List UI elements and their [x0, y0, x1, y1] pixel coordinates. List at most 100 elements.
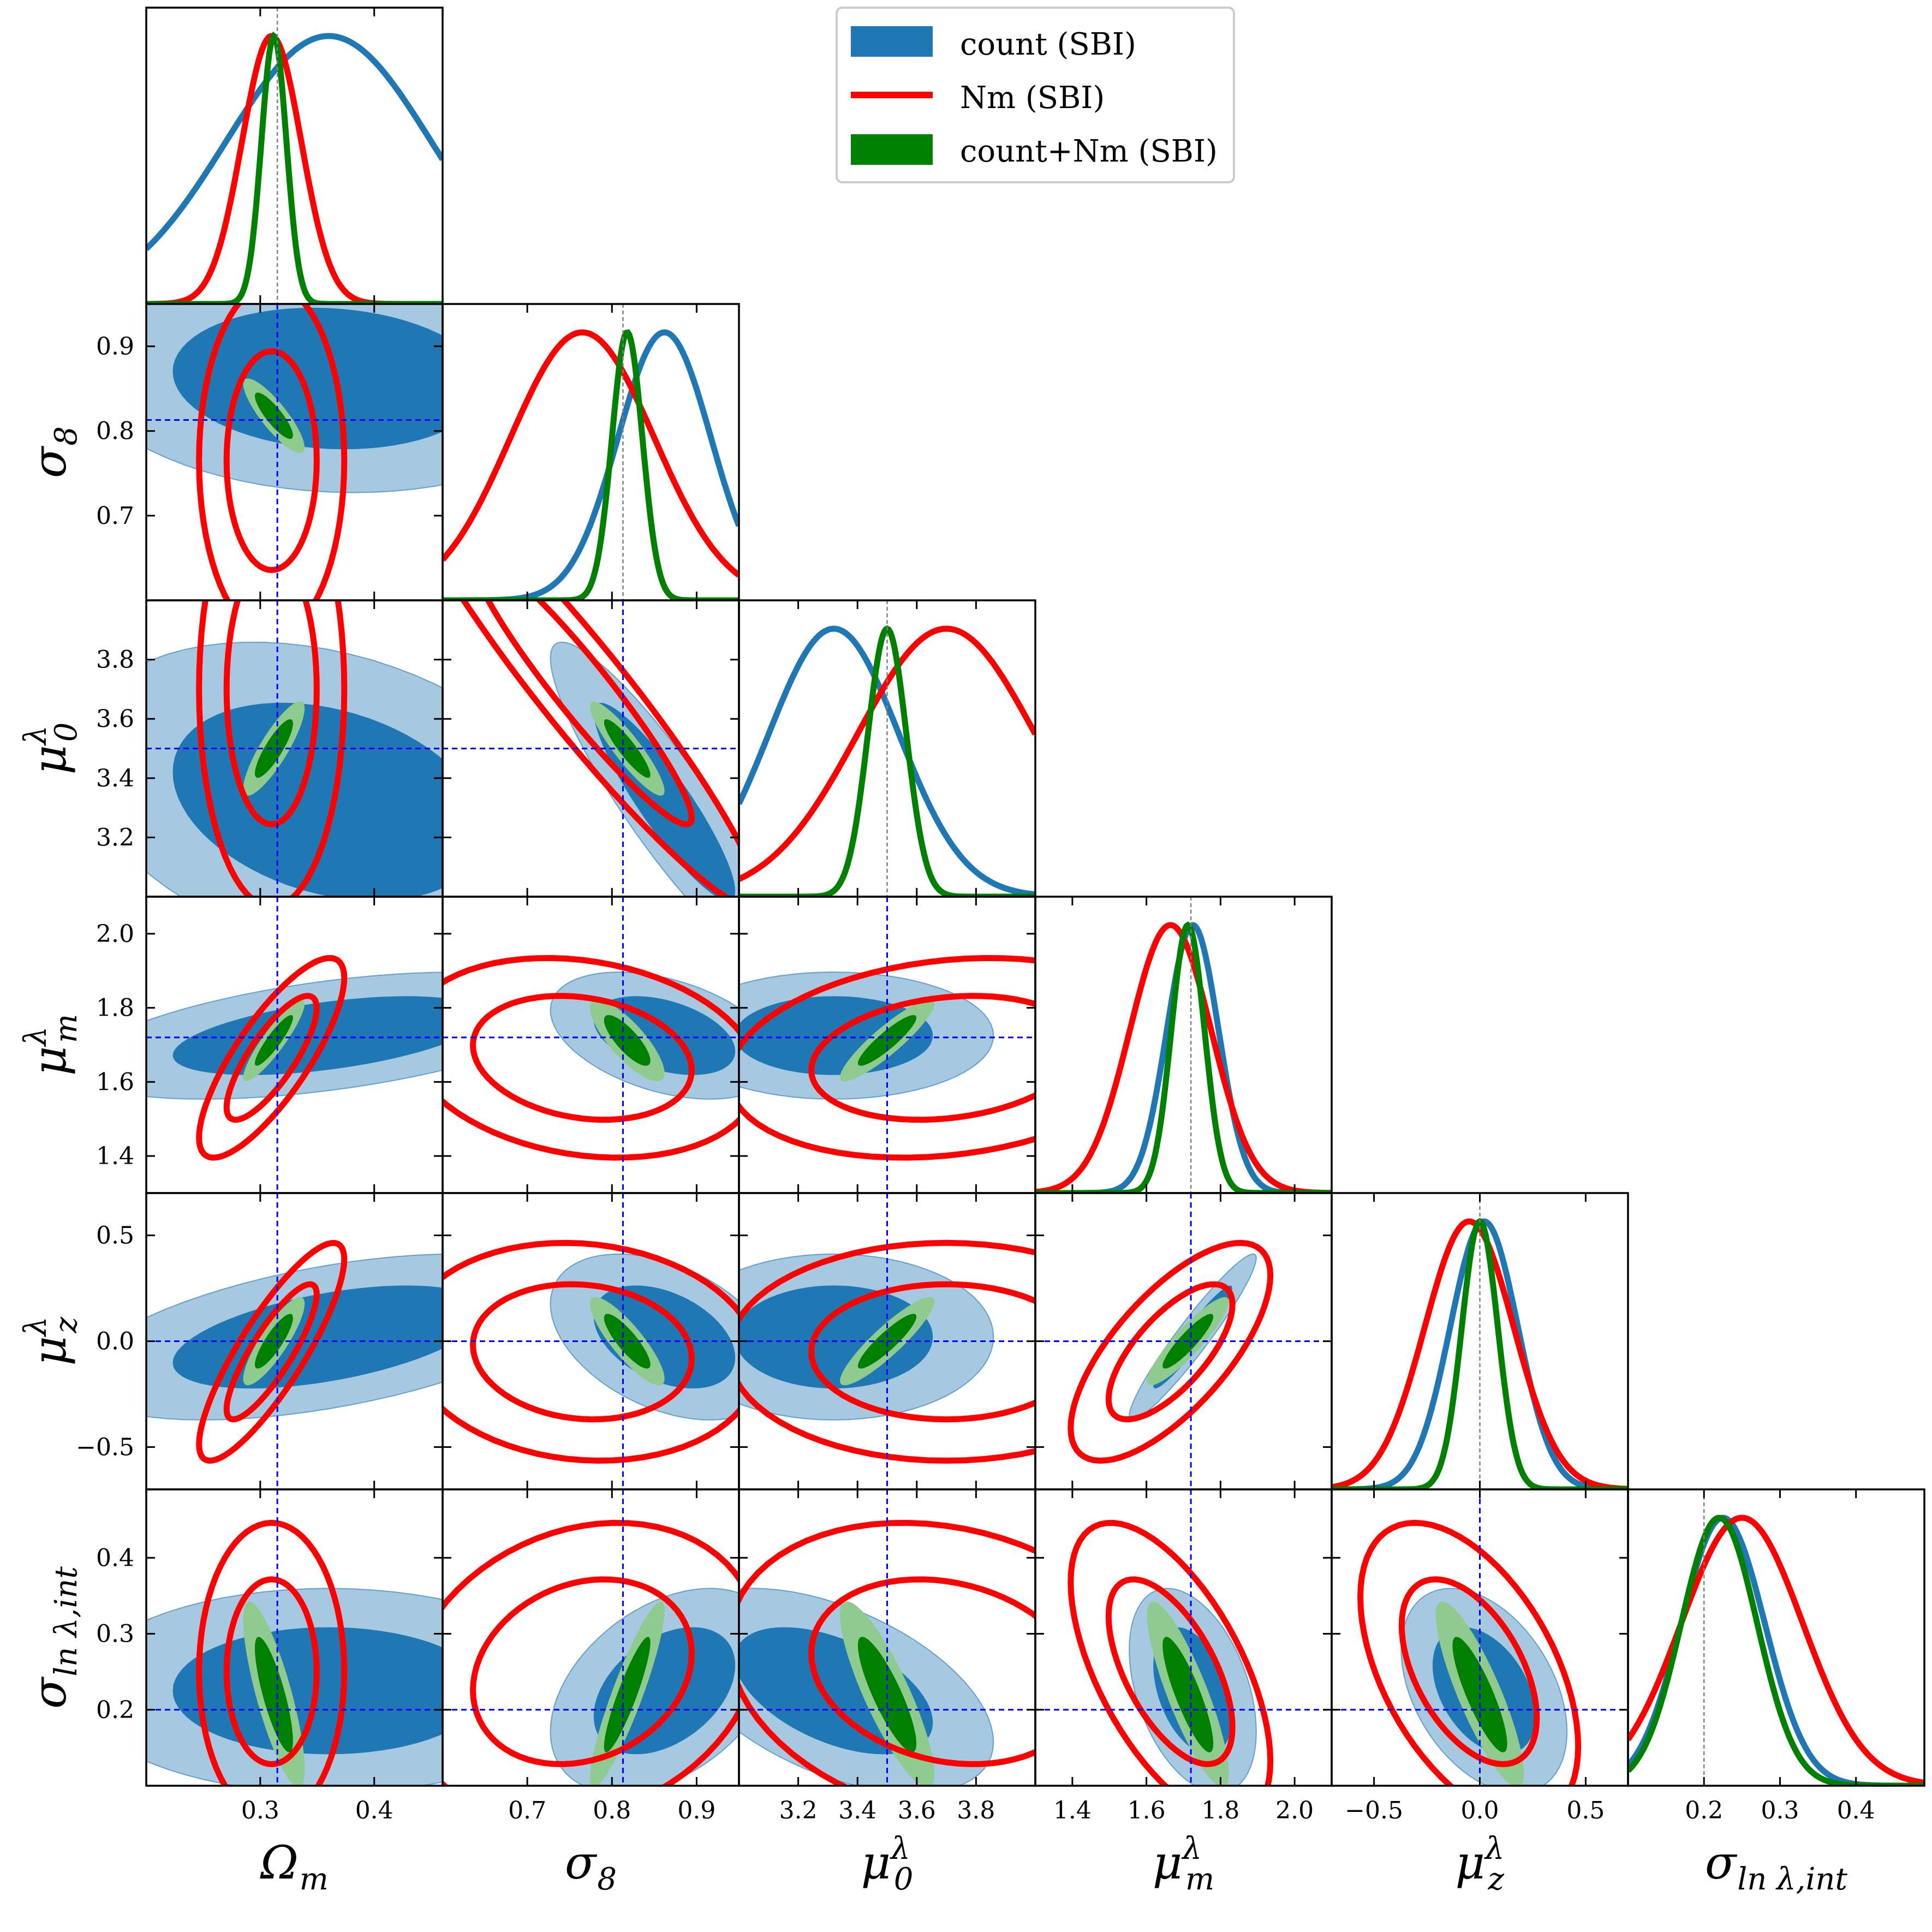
legend-label-count: count (SBI) — [960, 27, 1136, 62]
legend-frame — [836, 7, 1235, 183]
panel-content — [146, 304, 443, 600]
contour-count-68 — [172, 702, 443, 897]
panels-layer — [145, 7, 1925, 1787]
contour-nm-68 — [808, 1576, 1035, 1767]
contour-nm-68 — [469, 993, 695, 1123]
y-tick-label-mum: 1.6 — [96, 1068, 134, 1096]
panel-Om-vs-Om — [145, 7, 444, 305]
panel-muz-vs-s8 — [442, 1192, 740, 1490]
contour-nm-95 — [1068, 1519, 1274, 1786]
y-tick-label-s8: 0.9 — [96, 333, 134, 361]
panel-mum-vs-Om — [145, 896, 444, 1194]
panel-mum-vs-s8 — [442, 896, 740, 1194]
panel-content — [739, 897, 1035, 1193]
panel-sig-vs-muz — [1331, 1488, 1629, 1787]
contour-nm-95 — [443, 1239, 739, 1464]
panel-content — [146, 1193, 443, 1489]
panel-frame — [442, 303, 740, 601]
contour-nm-68 — [469, 1281, 695, 1423]
labels-layer: 0.7 0.8 0.9 3.2 3.4 3.6 3.8 1.4 1.6 1.8 2.0 −0.5 0.0… — [18, 333, 1875, 1897]
panel-sig-vs-mu0 — [738, 1488, 1036, 1787]
axis-label-sub: 0 — [894, 1862, 914, 1897]
contour-nm-95 — [1068, 1239, 1274, 1464]
y-tick-label-mum: 2.0 — [96, 920, 134, 948]
legend: count (SBI) Nm (SBI) count+Nm (SBI) — [836, 7, 1235, 183]
panel-mum-vs-mu0 — [738, 896, 1036, 1194]
panel-s8-vs-Om — [145, 303, 444, 601]
axis-label-sup: λ — [1181, 1831, 1202, 1867]
axis-label-sup: λ — [18, 725, 53, 746]
panel-content — [1332, 1193, 1628, 1489]
y-axis-label-mu0: μλ0 — [18, 723, 84, 775]
axis-label-symbol: σ — [23, 445, 76, 478]
contour-nm-68 — [808, 993, 1035, 1123]
x-tick-label-Om: 0.3 — [241, 1797, 279, 1824]
panel-content — [443, 600, 739, 897]
panel-content — [1332, 1489, 1628, 1786]
x-axis-label-Om: Ωm — [260, 1836, 329, 1897]
axis-label-symbol: μ — [1455, 1836, 1485, 1889]
y-tick-label-muz: −0.5 — [76, 1433, 134, 1461]
x-tick-label-muz: 0.5 — [1566, 1797, 1605, 1824]
panel-sig-vs-mum — [1034, 1488, 1333, 1787]
panel-sig-vs-sig — [1627, 1488, 1925, 1787]
axis-label-sub: z — [49, 1316, 84, 1333]
y-axis-label-sig: σln λ,int — [23, 1566, 84, 1709]
panel-content — [739, 600, 1035, 897]
panel-mu0-vs-s8 — [442, 599, 740, 898]
contour-nm-68 — [223, 600, 320, 828]
contour-count-68 — [172, 307, 443, 450]
contour-nm-95 — [196, 955, 348, 1161]
axis-label-symbol: σ — [1705, 1836, 1738, 1889]
x-axis-label-sig: σln λ,int — [1705, 1836, 1847, 1897]
x-tick-label-mu0: 3.8 — [957, 1797, 995, 1824]
x-tick-label-mu0: 3.2 — [779, 1797, 818, 1824]
y-tick-label-mu0: 3.6 — [96, 705, 134, 733]
x-tick-label-Om: 0.4 — [355, 1797, 393, 1824]
panel-frame — [1627, 1488, 1925, 1787]
pdf-count-s8 — [443, 329, 739, 600]
y-axis-label-s8: σ8 — [23, 426, 84, 478]
axis-label-sub: m — [1185, 1862, 1214, 1897]
contour-nm-68 — [808, 1281, 1035, 1423]
x-tick-label-s8: 0.8 — [593, 1797, 631, 1824]
y-tick-label-mu0: 3.2 — [96, 824, 134, 851]
panel-muz-vs-muz — [1331, 1192, 1629, 1490]
contour-combo-68 — [255, 1314, 293, 1369]
contour-combo-68 — [255, 719, 293, 778]
axis-label-sub: m — [300, 1862, 329, 1897]
contour-nm-95 — [443, 1519, 739, 1786]
x-tick-label-mu0: 3.4 — [838, 1797, 876, 1824]
y-tick-label-muz: 0.0 — [96, 1328, 134, 1356]
contour-combo-68 — [604, 1015, 651, 1066]
axis-label-sub: 8 — [597, 1862, 617, 1897]
panel-s8-vs-s8 — [442, 303, 740, 601]
legend-label-nm: Nm (SBI) — [960, 80, 1105, 116]
panel-content — [739, 1489, 1035, 1786]
axis-label-sub: z — [1488, 1862, 1505, 1897]
contour-combo-68 — [857, 1314, 917, 1369]
x-tick-label-mum: 2.0 — [1275, 1797, 1314, 1824]
axis-label-sup: λ — [890, 1831, 910, 1867]
y-tick-label-s8: 0.7 — [96, 502, 134, 530]
axis-label-symbol: μ — [23, 745, 76, 775]
y-tick-label-mum: 1.4 — [96, 1142, 134, 1170]
axis-label-symbol: μ — [1153, 1836, 1183, 1889]
contour-nm-95 — [196, 304, 348, 600]
pdf-nm-mum — [1035, 922, 1332, 1193]
legend-swatch-combo — [851, 134, 933, 165]
contour-nm-68 — [223, 348, 320, 574]
panel-sig-vs-Om — [145, 1488, 444, 1787]
contour-combo-68 — [604, 1314, 651, 1369]
legend-label-combo: count+Nm (SBI) — [960, 134, 1218, 169]
x-axis-label-s8: σ8 — [565, 1836, 617, 1897]
panel-muz-vs-mum — [1034, 1192, 1333, 1490]
axis-label-symbol: Ω — [260, 1836, 299, 1889]
axis-label-symbol: σ — [23, 1676, 76, 1709]
panel-mu0-vs-mu0 — [738, 599, 1036, 898]
panel-content — [1035, 1489, 1332, 1786]
panel-content — [443, 1489, 739, 1786]
x-tick-label-s8: 0.9 — [677, 1797, 715, 1824]
panel-content — [443, 1193, 739, 1489]
